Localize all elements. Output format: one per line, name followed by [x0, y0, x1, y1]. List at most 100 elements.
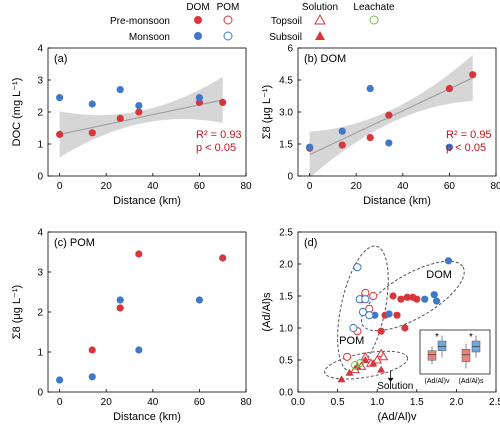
subsoil-point — [377, 365, 386, 373]
y-tick-label: 1.5 — [279, 140, 293, 151]
x-tick-label: 60 — [194, 181, 206, 192]
pre-monsoon-point — [366, 134, 374, 142]
topsoil-point — [378, 351, 389, 361]
leachate-point — [355, 359, 364, 368]
pom-mon-point — [361, 295, 370, 304]
subsoil-point — [337, 375, 346, 383]
legend-subsoil-label: Subsoil — [269, 32, 302, 43]
y-tick-label: 6 — [287, 44, 293, 55]
legend-dom-pre-marker — [194, 16, 202, 24]
legend: DOM POM Pre-monsoon Monsoon Solution Lea… — [110, 2, 395, 43]
monsoon-point — [56, 376, 64, 384]
x-tick-label: 0 — [307, 181, 313, 192]
dom-pre-point — [401, 324, 409, 332]
monsoon-point — [445, 143, 454, 151]
legend-solution-header: Solution — [302, 2, 338, 13]
pom-mon-point — [353, 263, 362, 272]
dom-pre-point — [393, 311, 401, 319]
panel-label: (d) — [304, 237, 317, 249]
dom-pre-point — [413, 295, 421, 303]
y-axis-label: DOC (mg L⁻¹) — [11, 78, 23, 147]
y-tick-label: 0 — [37, 388, 43, 399]
panel-label: (b) DOM — [304, 53, 346, 65]
legend-pom-pre-marker — [223, 15, 233, 25]
regression-line — [59, 99, 223, 135]
panel-d: 0.0 0.5 1.0 1.5 2.0 2.5 0.0 0.5 1.0 1.5 2.0 2.5 (Ad/… — [261, 228, 500, 424]
x-tick-label: 0.0 — [291, 397, 305, 408]
legend-leachate-marker — [369, 15, 379, 25]
dom-mon-point — [385, 310, 393, 318]
inset-label-v: (Ad/Al)v — [425, 378, 450, 385]
legend-pom-header: POM — [217, 2, 240, 13]
legend-pom-mon-marker — [223, 31, 233, 41]
pre-monsoon-point — [445, 84, 454, 93]
y-tick-label: 1.5 — [279, 292, 293, 303]
panel-1: 0 20 40 60 80 0 1 2 3 4 Distance (km) DOC (mg L⁻¹) (… — [11, 44, 252, 208]
legend-dom-header: DOM — [186, 2, 209, 13]
y-tick-label: 2 — [37, 108, 43, 119]
solution-group-label: Solution — [377, 381, 413, 392]
x-tick-label: 0 — [57, 181, 63, 192]
x-tick-label: 2.0 — [449, 397, 463, 408]
x-tick-label: 2.5 — [489, 397, 500, 408]
pre-monsoon-point — [219, 254, 227, 262]
inset-star-2: * — [469, 332, 473, 343]
x-tick-label: 60 — [444, 181, 456, 192]
x-tick-label: 1.5 — [410, 397, 424, 408]
pom-mon-point — [358, 307, 368, 317]
panel-label: (a) — [54, 53, 67, 65]
x-axis-label: Distance (km) — [363, 195, 431, 207]
inset-label-s: (Ad/Al)s — [459, 378, 484, 385]
dom-pre-point — [403, 293, 411, 301]
plot-frame — [47, 231, 247, 393]
x-tick-label: 20 — [101, 181, 113, 192]
x-tick-label: 80 — [240, 397, 252, 408]
solution-cluster-outline — [324, 350, 409, 380]
dom-mon-point — [433, 297, 441, 305]
inset-box — [437, 340, 447, 351]
monsoon-point — [195, 94, 204, 102]
y-axis-label: (Ad/Al)s — [261, 292, 273, 332]
y-tick-label: 3 — [37, 268, 43, 279]
monsoon-point — [135, 346, 143, 354]
dom-cluster-outline — [360, 260, 465, 332]
monsoon-point — [366, 84, 374, 93]
monsoon-point — [338, 127, 346, 135]
panel-2: 0 20 40 60 80 0 1.5 3.0 4.5 6 Distance (km) Σ8 (μg … — [261, 44, 500, 208]
x-tick-label: 60 — [194, 397, 206, 408]
leachate-point — [350, 361, 360, 370]
monsoon-point — [116, 296, 124, 304]
pom-pre-point — [343, 352, 352, 361]
legend-monsoon-label: Monsoon — [129, 32, 170, 43]
y-tick-label: 4.5 — [279, 76, 293, 87]
pre-monsoon-point — [469, 71, 477, 79]
legend-topsoil-label: Topsoil — [271, 16, 302, 27]
x-axis-label: Distance (km) — [113, 195, 181, 207]
pre-monsoon-point — [385, 111, 393, 119]
x-tick-label: 40 — [397, 181, 409, 192]
monsoon-point — [56, 94, 64, 102]
x-tick-label: 0 — [57, 397, 63, 408]
y-tick-label: 2.5 — [279, 228, 293, 239]
pre-monsoon-point — [116, 114, 124, 122]
pre-monsoon-point — [135, 108, 143, 116]
x-axis-label: (Ad/Al)v — [377, 411, 417, 423]
x-tick-label: 0.5 — [331, 397, 345, 408]
x-axis-label: Distance (km) — [113, 411, 181, 423]
y-tick-label: 4 — [37, 228, 43, 239]
subsoil-point — [345, 368, 354, 376]
x-tick-label: 1.0 — [370, 397, 384, 408]
pre-monsoon-point — [56, 130, 64, 138]
monsoon-point — [88, 100, 96, 108]
pre-monsoon-point — [219, 98, 227, 106]
dom-mon-point — [371, 311, 379, 319]
x-tick-label: 80 — [490, 181, 500, 192]
y-tick-label: 0 — [37, 172, 43, 183]
y-tick-label: 4 — [37, 44, 43, 55]
stats-text: R² = 0.95 — [446, 129, 492, 141]
dom-mon-point — [430, 291, 438, 299]
monsoon-point — [135, 102, 143, 110]
pom-pre-point — [369, 291, 378, 301]
pre-monsoon-point — [88, 129, 96, 137]
